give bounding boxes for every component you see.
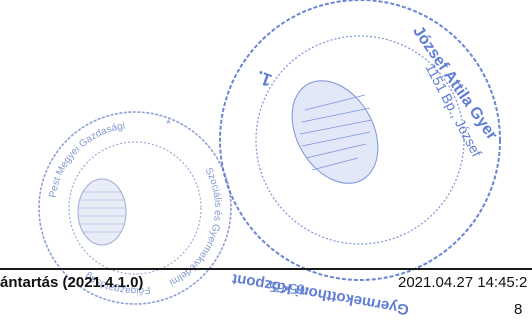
right-stamp-line4: Gyermekotthoni Központ	[231, 270, 410, 318]
left-stamp-coat-of-arms	[77, 178, 127, 246]
right-stamp-coat-of-arms	[291, 80, 379, 184]
right-round-stamp: József Attila Gyer 1151 Bp., József -65-…	[219, 0, 501, 318]
right-stamp-mark: 1.	[254, 67, 275, 91]
footer-divider	[0, 268, 532, 270]
footer-record-name: ántartás (2021.4.1.0)	[0, 274, 144, 291]
right-stamp-line3: -65-65	[268, 279, 310, 298]
page-number: 8	[514, 301, 523, 318]
footer-timestamp: 2021.04.27 14:45:2	[398, 274, 528, 291]
svg-text:*: *	[166, 117, 171, 131]
